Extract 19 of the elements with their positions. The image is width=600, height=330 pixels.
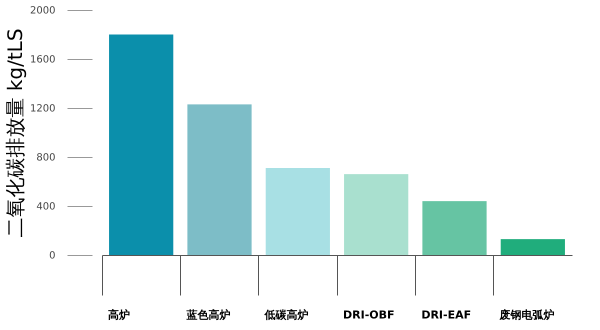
bar [187, 104, 252, 255]
y-tick-label: 1200 [30, 104, 56, 114]
bar [109, 34, 174, 255]
y-tick-label: 0 [49, 250, 56, 262]
x-tick-label: 废钢电弧炉 [498, 308, 555, 322]
bar [500, 239, 565, 255]
bar [266, 168, 330, 255]
y-tick-label: 2000 [30, 6, 56, 16]
bar [344, 174, 408, 255]
x-tick-label: 高炉 [108, 308, 130, 322]
bar [422, 201, 487, 255]
y-tick-label: 800 [36, 152, 56, 164]
x-tick-label: 蓝色高炉 [185, 308, 230, 322]
y-axis-title: 二氧化碳排放量 kg/tLS [3, 28, 28, 238]
x-tick-label: 低碳高炉 [264, 308, 309, 322]
x-tick-label: DRI-EAF [421, 308, 472, 322]
y-tick-label: 400 [36, 202, 56, 212]
x-tick-label: DRI-OBF [343, 308, 395, 322]
y-tick-label: 1600 [30, 54, 56, 66]
